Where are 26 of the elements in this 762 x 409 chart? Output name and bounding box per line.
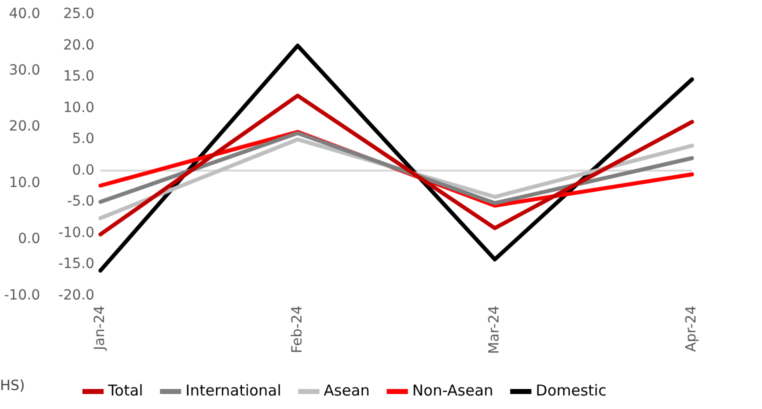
legend-label: Total	[107, 381, 144, 400]
y-tick-label: 25.0	[63, 6, 94, 22]
x-tick-label: Mar-24	[486, 306, 502, 354]
y2-tick-label: -10.0	[4, 287, 40, 304]
y-tick-label: 0.0	[72, 162, 94, 178]
x-tick-label: Jan-24	[92, 306, 108, 352]
legend-label: International	[186, 381, 282, 400]
x-tick-label: Apr-24	[684, 306, 700, 352]
y2-tick-label: 20.0	[9, 118, 40, 135]
y2-tick-label: 10.0	[9, 174, 40, 191]
y-tick-label: -10.0	[58, 224, 94, 241]
text: HS)	[0, 378, 25, 394]
x-tick-label: Feb-24	[289, 306, 306, 354]
y-tick-label: -5.0	[67, 194, 94, 210]
y-tick-label: -15.0	[58, 256, 94, 272]
y2-tick-label: 40.0	[9, 6, 40, 22]
legend-label: Domestic	[536, 381, 606, 400]
y-tick-label: 20.0	[63, 37, 94, 54]
y-tick-label: -20.0	[58, 287, 94, 304]
legend-label: Non-Asean	[412, 381, 494, 400]
y2-tick-label: 30.0	[9, 62, 40, 78]
y-tick-label: 15.0	[63, 68, 94, 85]
y2-tick-label: 0.0	[18, 231, 40, 248]
y-tick-label: 5.0	[72, 131, 94, 148]
legend-label: Asean	[324, 381, 370, 400]
y-tick-label: 10.0	[63, 100, 94, 116]
